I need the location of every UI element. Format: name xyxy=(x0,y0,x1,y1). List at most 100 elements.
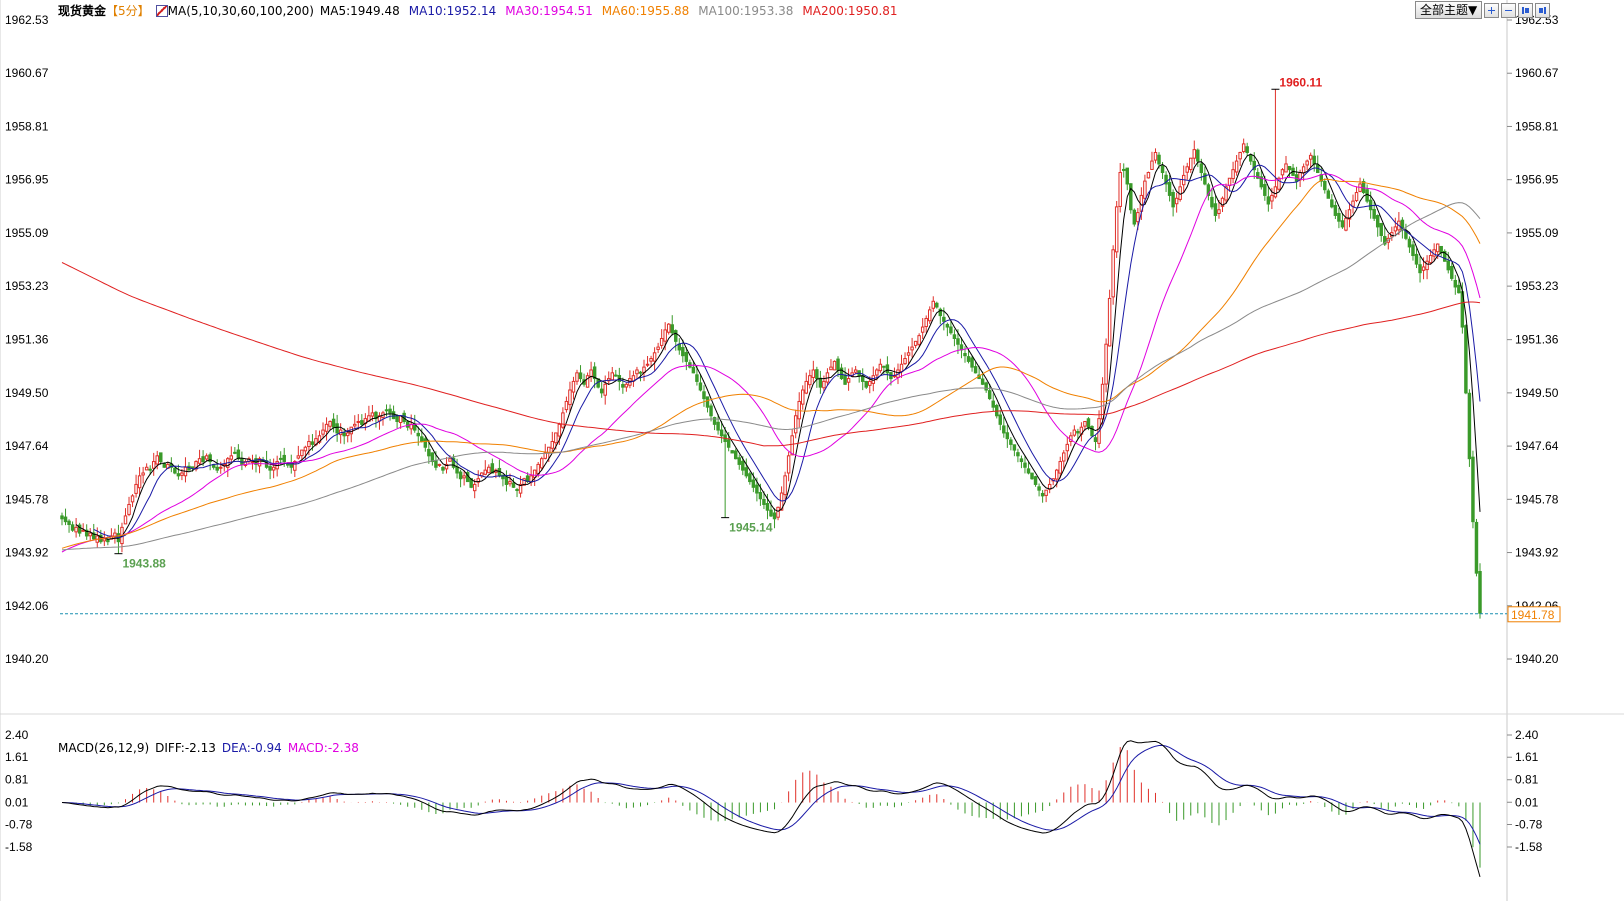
price-tick-right: 1953.23 xyxy=(1515,279,1559,293)
candle-body xyxy=(1213,203,1218,216)
candle-body xyxy=(716,421,720,431)
scroll-right-icon[interactable] xyxy=(1535,2,1551,18)
candle-body xyxy=(60,515,64,520)
candle-body xyxy=(501,474,505,480)
candle-body xyxy=(1234,160,1239,173)
candle-body xyxy=(1164,174,1168,185)
period-label[interactable]: 【5分】 xyxy=(106,4,150,18)
candle-body xyxy=(1467,392,1472,460)
price-tick-left: 1955.09 xyxy=(5,226,49,240)
candle-body xyxy=(1111,249,1115,298)
candle-body xyxy=(472,483,477,492)
candle-body xyxy=(1347,209,1352,220)
candle-body xyxy=(268,466,272,471)
candle-body xyxy=(1012,444,1017,451)
candle-body xyxy=(1040,492,1045,497)
candle-body xyxy=(430,452,435,463)
candle-body xyxy=(1086,418,1091,428)
candle-body xyxy=(444,463,449,470)
ma30-line xyxy=(61,173,1481,553)
candle-body xyxy=(1231,169,1235,180)
candle-body xyxy=(1368,199,1373,211)
candle-body xyxy=(462,475,466,479)
candle-body xyxy=(603,383,607,396)
candle-body xyxy=(1280,169,1285,176)
candle-body xyxy=(575,372,579,382)
price-tick-right: 1956.95 xyxy=(1515,173,1559,187)
candle-body xyxy=(1277,177,1281,190)
candle-body xyxy=(829,366,833,371)
chart-header: 现货黄金 【5分】 MA(5,10,30,60,100,200) MA5:194… xyxy=(58,2,907,19)
candle-body xyxy=(1114,206,1119,253)
candle-body xyxy=(102,538,107,542)
candle-body xyxy=(63,516,68,523)
candle-body xyxy=(113,532,117,538)
candle-body xyxy=(1065,443,1070,452)
candle-body xyxy=(1442,250,1447,262)
candle-body xyxy=(772,512,777,520)
candle-body xyxy=(81,529,85,532)
price-tick-right: 1960.67 xyxy=(1515,66,1559,80)
candle-body xyxy=(1217,209,1221,214)
candle-body xyxy=(434,459,438,468)
extreme-label-high: 1960.11 xyxy=(1279,75,1322,89)
candle-body xyxy=(744,467,749,477)
candle-body xyxy=(712,417,717,425)
candle-body xyxy=(1263,184,1267,196)
theme-dropdown-button[interactable]: 全部主题▼ xyxy=(1415,1,1483,19)
candle-body xyxy=(666,323,671,333)
ma100-line xyxy=(61,202,1481,551)
zoom-in-icon[interactable] xyxy=(1484,2,1500,18)
candle-body xyxy=(910,346,914,351)
macd-diff-value: DIFF:-2.13 xyxy=(155,741,216,755)
candle-body xyxy=(342,432,346,437)
candle-body xyxy=(1301,166,1306,174)
candle-body xyxy=(1418,264,1422,274)
candle-body xyxy=(571,380,576,393)
candle-body xyxy=(1153,151,1158,161)
candle-body xyxy=(1203,173,1207,185)
candle-body xyxy=(236,449,241,460)
candle-body xyxy=(1305,160,1309,166)
candle-body xyxy=(1026,468,1031,474)
candle-body xyxy=(733,450,738,460)
candle-body xyxy=(878,363,883,372)
candle-body xyxy=(1122,168,1126,171)
candle-body xyxy=(451,457,456,468)
chart-toolbar: 全部主题▼ xyxy=(1415,1,1551,19)
candle-body xyxy=(180,472,184,476)
candle-body xyxy=(776,506,780,518)
candle-body xyxy=(1471,456,1475,523)
candle-body xyxy=(674,330,678,342)
candle-body xyxy=(684,352,689,362)
candle-body xyxy=(1167,181,1172,196)
candle-body xyxy=(321,429,325,435)
macd-diff-line xyxy=(61,740,1481,878)
ma-value-2: MA30:1954.51 xyxy=(505,3,593,18)
candle-body xyxy=(127,503,131,515)
candle-body xyxy=(1414,253,1419,265)
candle-body xyxy=(656,346,660,350)
macd-tick-right: 2.40 xyxy=(1515,728,1539,742)
candle-body xyxy=(614,374,618,377)
candle-body xyxy=(1054,469,1059,480)
macd-tick-left: 1.61 xyxy=(5,750,29,764)
candle-body xyxy=(353,423,357,427)
candle-body xyxy=(853,369,858,373)
candle-body xyxy=(748,473,752,483)
candle-body xyxy=(243,461,248,466)
candle-body xyxy=(779,492,784,511)
zoom-out-icon[interactable] xyxy=(1501,2,1517,18)
macd-tick-left: -1.58 xyxy=(5,840,33,854)
candle-body xyxy=(681,346,685,357)
candle-body xyxy=(1421,266,1426,271)
candle-body xyxy=(705,396,710,408)
candle-body xyxy=(123,515,128,525)
indicator-settings-icon[interactable] xyxy=(155,4,168,17)
candle-body xyxy=(532,469,537,478)
price-tick-left: 1947.64 xyxy=(5,439,49,453)
candle-body xyxy=(1023,462,1027,468)
scroll-left-icon[interactable] xyxy=(1518,2,1534,18)
candle-body xyxy=(455,466,459,474)
